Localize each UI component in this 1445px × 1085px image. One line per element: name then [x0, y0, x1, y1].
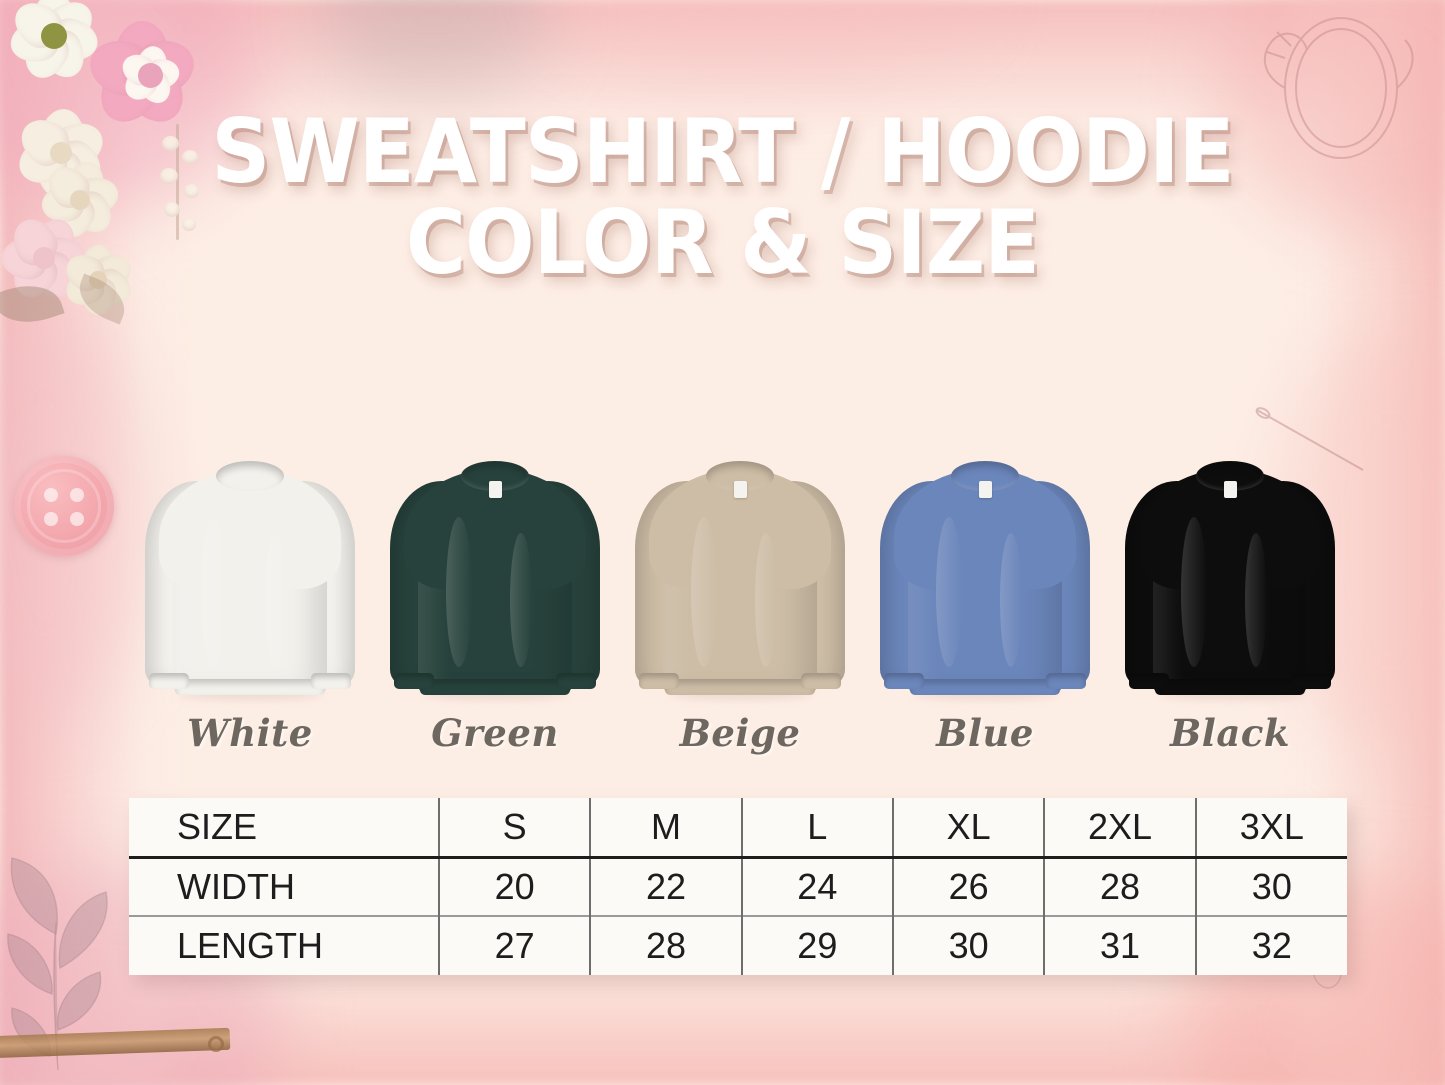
sweatshirt-illustration [880, 447, 1090, 699]
length-s: 27 [437, 915, 591, 975]
color-swatch-row: White Green [140, 415, 1340, 755]
left-cuff [1129, 673, 1169, 689]
size-table-card: SIZE S M L XL 2XL 3XL WIDTH 20 22 24 26 … [129, 798, 1347, 975]
button-hole [70, 488, 84, 502]
neck-tag [1224, 481, 1237, 498]
width-l: 24 [740, 856, 893, 916]
row-label-width: WIDTH [129, 856, 439, 916]
right-cuff [556, 673, 596, 689]
length-xl: 30 [891, 915, 1045, 975]
color-label: Green [431, 711, 559, 755]
ribbed-hem [175, 679, 325, 695]
header-3xl: 3XL [1194, 798, 1347, 859]
neck-tag [489, 481, 502, 498]
left-cuff [884, 673, 924, 689]
wash-left-mid [0, 300, 150, 720]
garment-white[interactable]: White [140, 447, 360, 755]
header-size: SIZE [129, 798, 439, 859]
width-3xl: 30 [1194, 856, 1347, 916]
ruler-tip [208, 1036, 224, 1052]
sewing-button-icon [14, 456, 114, 556]
right-cuff [801, 673, 841, 689]
wash-top-center [560, 0, 980, 70]
garment-green[interactable]: Green [385, 447, 605, 755]
garment-black[interactable]: Black [1120, 447, 1340, 755]
header-l: L [740, 798, 893, 859]
page-title: SWEATSHIRT / HOODIE COLOR & SIZE [0, 100, 1445, 295]
length-m: 28 [589, 915, 742, 975]
button-hole [44, 512, 58, 526]
size-table: SIZE S M L XL 2XL 3XL WIDTH 20 22 24 26 … [129, 798, 1347, 975]
left-cuff [394, 673, 434, 689]
length-l: 29 [740, 915, 893, 975]
header-xl: XL [891, 798, 1045, 859]
table-row-length: LENGTH 27 28 29 30 31 32 [129, 915, 1347, 975]
neck-tag [979, 481, 992, 498]
sweatshirt-illustration [635, 447, 845, 699]
left-cuff [639, 673, 679, 689]
title-line-1: SWEATSHIRT / HOODIE [211, 100, 1234, 203]
button-hole [70, 512, 84, 526]
row-label-length: LENGTH [129, 915, 439, 975]
neck-tag [734, 481, 747, 498]
header-m: M [589, 798, 742, 859]
garment-blue[interactable]: Blue [875, 447, 1095, 755]
color-label: White [187, 711, 313, 755]
length-3xl: 32 [1194, 915, 1347, 975]
length-2xl: 31 [1043, 915, 1196, 975]
header-s: S [437, 798, 591, 859]
right-cuff [1291, 673, 1331, 689]
sweatshirt-illustration [1125, 447, 1335, 699]
title-line-2: COLOR & SIZE [405, 191, 1040, 295]
white-daisy-topleft [2, 0, 106, 88]
right-cuff [311, 673, 351, 689]
garment-beige[interactable]: Beige [630, 447, 850, 755]
sweatshirt-illustration [145, 447, 355, 699]
right-cuff [1046, 673, 1086, 689]
color-label: Black [1170, 711, 1290, 755]
white-flower-center [113, 38, 187, 112]
table-row-width: WIDTH 20 22 24 26 28 30 [129, 856, 1347, 916]
wooden-ruler [0, 1027, 231, 1059]
ribbed-hem [1155, 679, 1305, 695]
color-label: Blue [936, 711, 1034, 755]
color-label: Beige [679, 711, 801, 755]
sweatshirt-illustration [390, 447, 600, 699]
table-header-row: SIZE S M L XL 2XL 3XL [129, 798, 1347, 859]
header-2xl: 2XL [1043, 798, 1196, 859]
ribbed-hem [910, 679, 1060, 695]
ribbed-hem [420, 679, 570, 695]
left-cuff [149, 673, 189, 689]
button-hole [44, 488, 58, 502]
ribbed-hem [665, 679, 815, 695]
wash-fabric-swatch [318, 0, 548, 94]
width-s: 20 [437, 856, 591, 916]
width-m: 22 [589, 856, 742, 916]
width-2xl: 28 [1043, 856, 1196, 916]
crew-neckline [216, 461, 284, 491]
width-xl: 26 [891, 856, 1045, 916]
